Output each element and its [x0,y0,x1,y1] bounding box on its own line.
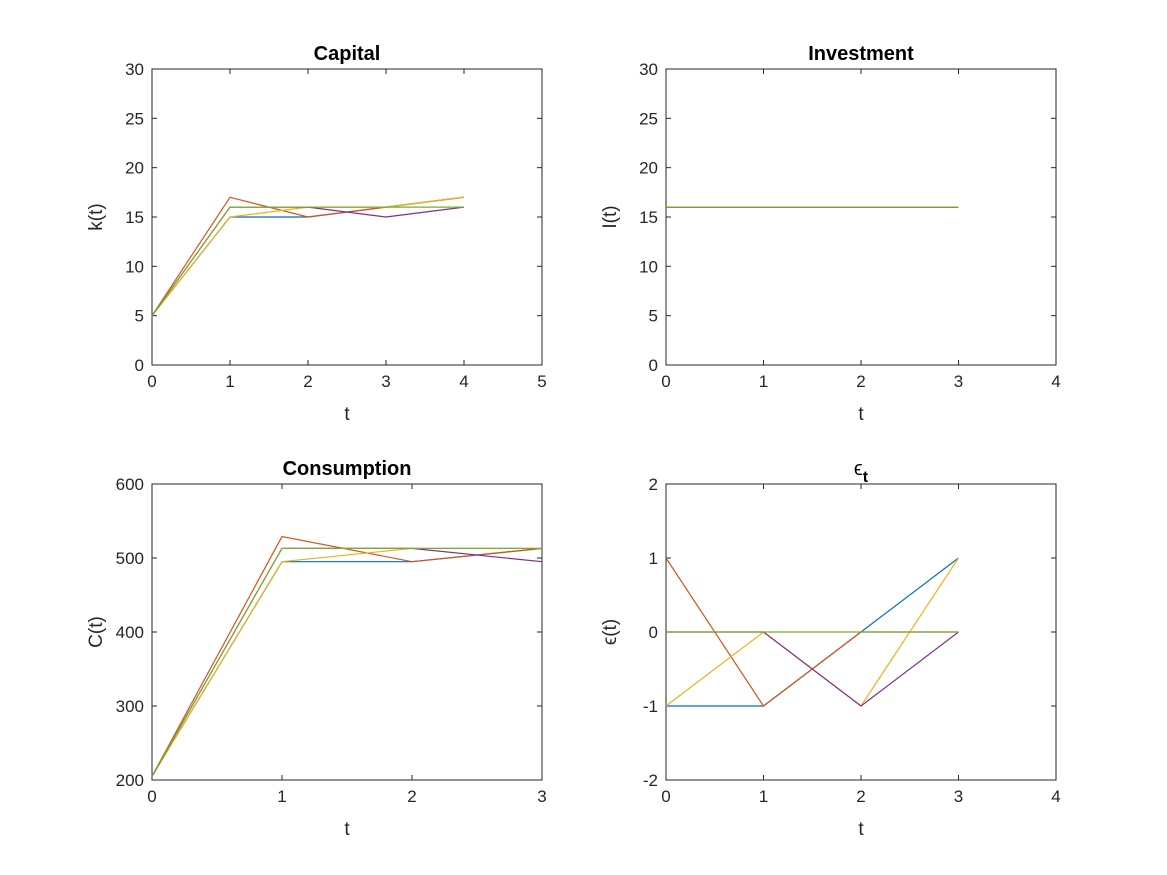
x-tick-label: 1 [225,372,234,391]
x-tick-label: 3 [537,787,546,806]
y-tick-label: 400 [116,623,144,642]
chart-title-subscript: t [863,469,869,486]
y-axis-label: I(t) [600,205,621,228]
x-tick-label: 4 [459,372,468,391]
x-axis-label: t [858,819,864,840]
y-tick-label: 20 [125,159,144,178]
x-tick-label: 0 [147,787,156,806]
subplot-1: 0 1 2 3 4 5 0 5 10 15 20 25 30 Capital t k(t) [86,43,547,425]
series-line-green [151,206,464,317]
y-tick-label: -1 [643,697,658,716]
x-tick-label: 2 [856,372,865,391]
x-tick-label: 2 [407,787,416,806]
x-tick-label: 0 [147,372,156,391]
x-tick-label: 2 [856,787,865,806]
y-tick-label: 25 [639,109,658,128]
x-axis-label: t [858,404,864,425]
y-axis-label: C(t) [86,616,107,648]
x-tick-label: 0 [661,787,670,806]
y-tick-label: 600 [116,475,144,494]
y-tick-label: 15 [125,208,144,227]
y-tick-label: 10 [125,257,144,276]
y-tick-label: 1 [649,549,658,568]
chart-title: Consumption [283,458,412,480]
x-tick-label: 3 [381,372,390,391]
x-tick-label: 1 [759,787,768,806]
x-tick-label: 3 [954,787,963,806]
x-axis-label: t [344,404,350,425]
chart-title: Capital [314,43,381,65]
subplot-2: 0 1 2 3 4 0 5 10 15 20 25 30 Investment t I(t) [600,43,1061,425]
x-axis-label: t [344,819,350,840]
subplot-3: 0 1 2 3 200 300 400 500 600 Consumption t C(t) [86,458,547,840]
axes-box [151,483,543,781]
y-tick-label: 500 [116,549,144,568]
x-tick-label: 5 [537,372,546,391]
x-tick-label: 3 [954,372,963,391]
y-tick-label: -2 [643,771,658,790]
series-line-green [151,547,542,777]
y-tick-label: 0 [649,356,658,375]
y-axis-label: ϵ(t) [600,619,621,645]
y-tick-label: 5 [135,307,144,326]
y-tick-label: 20 [639,159,658,178]
y-tick-label: 200 [116,771,144,790]
chart-title: ϵt [854,458,869,486]
x-tick-label: 4 [1051,787,1060,806]
x-tick-label: 4 [1051,372,1060,391]
y-axis-label: k(t) [86,203,107,230]
y-tick-label: 0 [649,623,658,642]
y-tick-label: 0 [135,356,144,375]
x-tick-label: 0 [661,372,670,391]
y-tick-label: 300 [116,697,144,716]
y-tick-label: 25 [125,109,144,128]
chart-title: Investment [808,43,914,65]
y-tick-label: 10 [639,257,658,276]
axes-box [665,68,1057,366]
x-tick-label: 1 [277,787,286,806]
x-tick-label: 2 [303,372,312,391]
y-tick-label: 2 [649,475,658,494]
y-tick-label: 30 [639,60,658,79]
x-tick-label: 1 [759,372,768,391]
y-tick-label: 30 [125,60,144,79]
y-tick-label: 5 [649,307,658,326]
y-tick-label: 15 [639,208,658,227]
axes-box [151,68,543,366]
